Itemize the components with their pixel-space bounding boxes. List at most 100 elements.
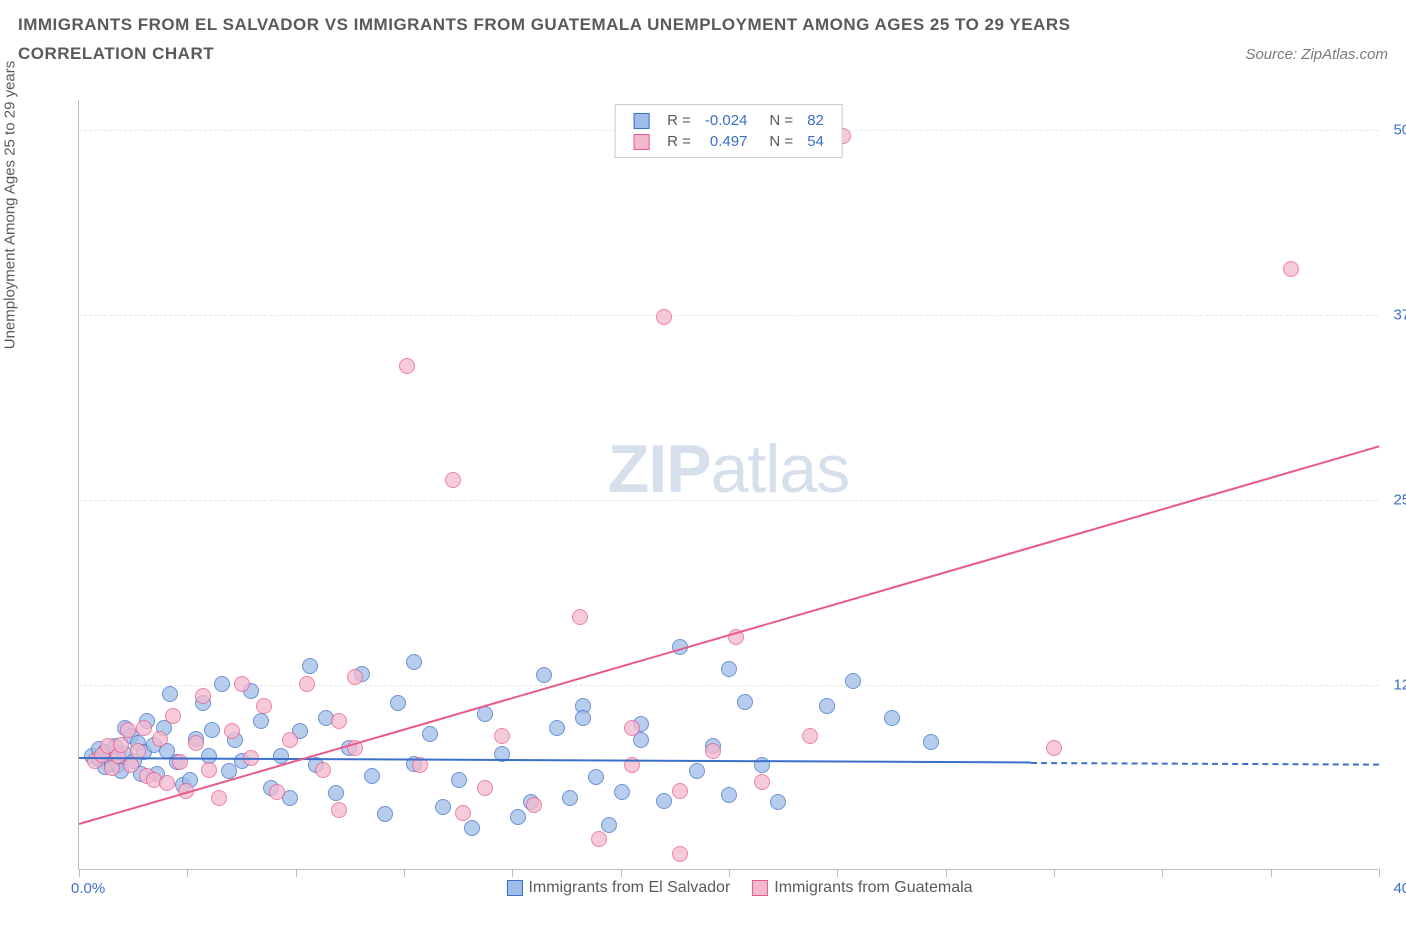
data-point-guatemala (211, 790, 227, 806)
data-point-el_salvador (214, 676, 230, 692)
data-point-guatemala (399, 358, 415, 374)
data-point-guatemala (494, 728, 510, 744)
x-tick (1379, 869, 1380, 877)
data-point-el_salvador (575, 710, 591, 726)
data-point-el_salvador (204, 722, 220, 738)
data-point-el_salvador (377, 806, 393, 822)
x-tick (404, 869, 405, 877)
chart-title: IMMIGRANTS FROM EL SALVADOR VS IMMIGRANT… (18, 14, 1388, 36)
data-point-el_salvador (656, 793, 672, 809)
series-legend: Immigrants from El Salvador Immigrants fr… (484, 879, 972, 897)
data-point-el_salvador (923, 734, 939, 750)
watermark: ZIPatlas (608, 430, 849, 508)
data-point-el_salvador (562, 790, 578, 806)
data-point-el_salvador (364, 768, 380, 784)
x-axis-max-label: 40.0% (1393, 880, 1406, 897)
x-tick (729, 869, 730, 877)
source-text: Source: ZipAtlas.com (1245, 46, 1388, 63)
data-point-guatemala (572, 609, 588, 625)
legend-label-el_salvador: Immigrants from El Salvador (528, 879, 730, 896)
x-tick (1271, 869, 1272, 877)
correlation-legend: R =-0.024N =82 R =0.497N =54 (614, 104, 843, 158)
data-point-guatemala (445, 472, 461, 488)
data-point-el_salvador (253, 713, 269, 729)
data-point-el_salvador (406, 654, 422, 670)
data-point-guatemala (113, 737, 129, 753)
data-point-guatemala (591, 831, 607, 847)
data-point-el_salvador (819, 698, 835, 714)
y-tick-label: 37.5% (1384, 306, 1406, 323)
y-tick-label: 12.5% (1384, 676, 1406, 693)
trendline-dash-el_salvador (1031, 762, 1379, 766)
data-point-guatemala (672, 846, 688, 862)
data-point-guatemala (299, 676, 315, 692)
x-tick (79, 869, 80, 877)
legend-label-guatemala: Immigrants from Guatemala (774, 879, 972, 896)
data-point-guatemala (282, 732, 298, 748)
data-point-guatemala (224, 723, 240, 739)
data-point-el_salvador (162, 686, 178, 702)
data-point-el_salvador (422, 726, 438, 742)
data-point-el_salvador (510, 809, 526, 825)
x-tick (621, 869, 622, 877)
data-point-guatemala (269, 784, 285, 800)
data-point-guatemala (624, 720, 640, 736)
x-tick (1054, 869, 1055, 877)
data-point-el_salvador (770, 794, 786, 810)
data-point-el_salvador (328, 785, 344, 801)
data-point-guatemala (195, 688, 211, 704)
data-point-guatemala (136, 720, 152, 736)
x-tick (187, 869, 188, 877)
data-point-el_salvador (536, 667, 552, 683)
data-point-el_salvador (451, 772, 467, 788)
trendline-el_salvador (79, 757, 1031, 763)
data-point-guatemala (331, 713, 347, 729)
chart-subtitle: CORRELATION CHART (18, 44, 214, 64)
data-point-guatemala (201, 762, 217, 778)
gridline (79, 685, 1378, 686)
x-tick (512, 869, 513, 877)
x-tick (946, 869, 947, 877)
data-point-guatemala (1046, 740, 1062, 756)
data-point-el_salvador (390, 695, 406, 711)
data-point-guatemala (1283, 261, 1299, 277)
data-point-el_salvador (302, 658, 318, 674)
data-point-guatemala (188, 735, 204, 751)
data-point-el_salvador (737, 694, 753, 710)
x-axis-min-label: 0.0% (71, 880, 105, 897)
data-point-el_salvador (601, 817, 617, 833)
x-tick (296, 869, 297, 877)
data-point-guatemala (455, 805, 471, 821)
data-point-el_salvador (588, 769, 604, 785)
data-point-guatemala (130, 743, 146, 759)
data-point-guatemala (315, 762, 331, 778)
data-point-el_salvador (464, 820, 480, 836)
data-point-guatemala (526, 797, 542, 813)
data-point-el_salvador (845, 673, 861, 689)
y-tick-label: 50.0% (1384, 121, 1406, 138)
legend-row-guatemala: R =0.497N =54 (627, 132, 830, 151)
data-point-el_salvador (549, 720, 565, 736)
data-point-guatemala (165, 708, 181, 724)
data-point-guatemala (123, 757, 139, 773)
data-point-el_salvador (721, 661, 737, 677)
data-point-el_salvador (884, 710, 900, 726)
chart-container: Unemployment Among Ages 25 to 29 years Z… (60, 100, 1380, 870)
y-tick-label: 25.0% (1384, 491, 1406, 508)
gridline (79, 500, 1378, 501)
data-point-el_salvador (689, 763, 705, 779)
data-point-el_salvador (721, 787, 737, 803)
data-point-el_salvador (614, 784, 630, 800)
data-point-guatemala (705, 743, 721, 759)
data-point-guatemala (754, 774, 770, 790)
x-tick (837, 869, 838, 877)
data-point-guatemala (159, 775, 175, 791)
data-point-guatemala (477, 780, 493, 796)
gridline (79, 315, 1378, 316)
data-point-guatemala (331, 802, 347, 818)
data-point-guatemala (347, 669, 363, 685)
data-point-guatemala (802, 728, 818, 744)
plot-area: ZIPatlas R =-0.024N =82R =0.497N =54 0.0… (78, 100, 1378, 870)
data-point-guatemala (120, 722, 136, 738)
legend-row-el_salvador: R =-0.024N =82 (627, 111, 830, 130)
